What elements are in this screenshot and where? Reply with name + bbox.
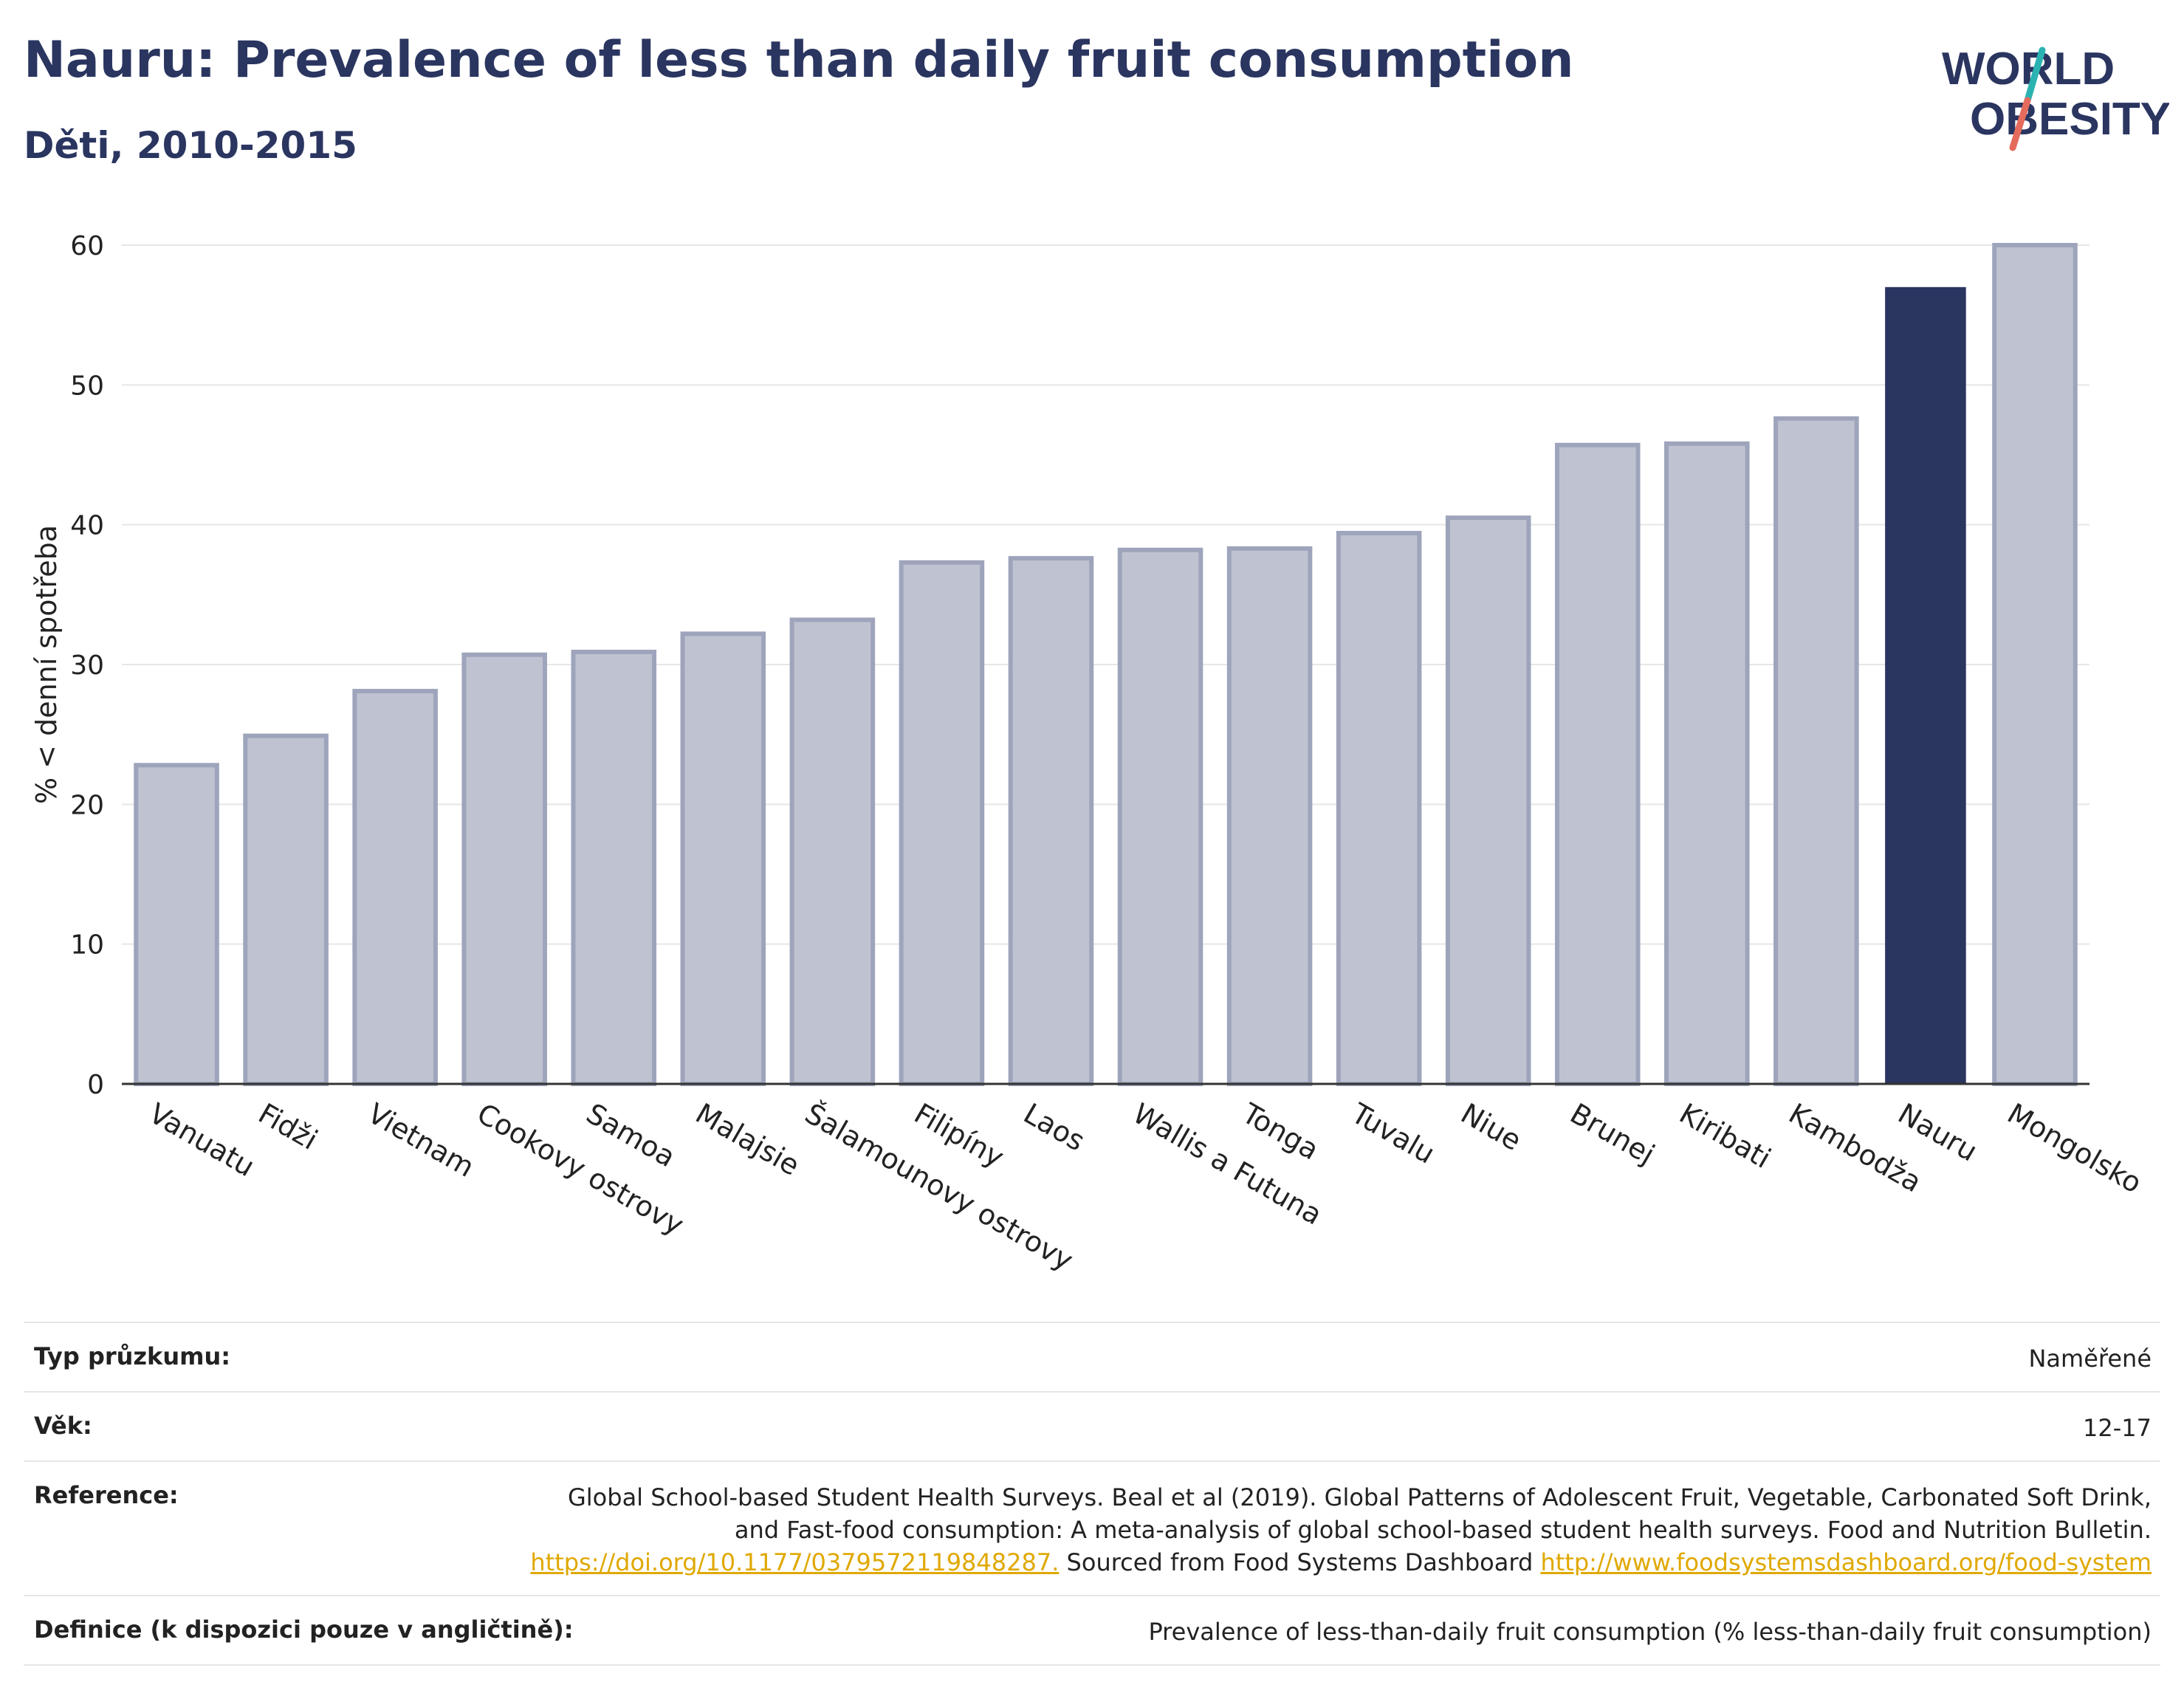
survey-type-label: Typ průzkumu: (34, 1342, 231, 1370)
bar-kiribati (1664, 441, 1750, 1086)
age-value: 12-17 (2083, 1414, 2152, 1442)
bar-nauru (1885, 286, 1966, 1084)
x-tick-label: Cookovy ostrovy (472, 1097, 690, 1242)
meta-row-reference: Reference: Global School-based Student H… (24, 1460, 2160, 1595)
y-tick-label: 60 (70, 231, 104, 261)
metadata-table: Typ průzkumu: Naměřené Věk: 12-17 Refere… (24, 1322, 2160, 1666)
x-tick-label: Malajsie (690, 1097, 806, 1182)
bar-cookovy-ostrovy (461, 652, 547, 1086)
world-obesity-logo[interactable]: WORLD OBESITY (1933, 37, 2169, 155)
y-tick-label: 40 (70, 511, 104, 541)
bar-kambodža (1773, 416, 1859, 1087)
y-tick-label: 30 (70, 650, 104, 681)
x-tick-label: Niue (1455, 1097, 1527, 1157)
chart-title: Nauru: Prevalence of less than daily fru… (24, 31, 1574, 89)
y-axis-label: % < denní spotřeba (30, 525, 63, 804)
y-tick-label: 20 (70, 790, 104, 820)
bar-malajsie (680, 631, 766, 1086)
x-tick-label: Wallis a Futuna (1127, 1097, 1328, 1232)
x-tick-label: Laos (1018, 1097, 1091, 1158)
x-tick-label: Fidži (253, 1097, 323, 1156)
bar-niue (1445, 515, 1531, 1086)
logo-line-obesity: OBESITY (1970, 94, 2169, 145)
bar-brunej (1554, 442, 1641, 1087)
food-systems-link[interactable]: http://www.foodsystemsdashboard.org/food… (1540, 1548, 2152, 1576)
x-tick-label: Tonga (1236, 1096, 1324, 1166)
logo-slash-red (2009, 97, 2031, 151)
x-tick-label: Kiribati (1674, 1097, 1776, 1175)
doi-link[interactable]: https://doi.org/10.1177/0379572119848287… (530, 1548, 1060, 1576)
bar-tonga (1226, 546, 1313, 1086)
chart-subtitle: Děti, 2010-2015 (24, 124, 357, 167)
logo-slash-teal (2024, 47, 2046, 104)
x-tick-label: Nauru (1892, 1097, 1982, 1168)
bar-wallis-a-futuna (1117, 547, 1203, 1087)
meta-row-survey-type: Typ průzkumu: Naměřené (24, 1322, 2160, 1391)
x-tick-label: Vanuatu (144, 1097, 261, 1183)
bar-fidži (243, 733, 329, 1086)
bar-laos (1008, 556, 1094, 1086)
x-tick-label: Mongolsko (2002, 1097, 2147, 1200)
reference-label: Reference: (34, 1481, 179, 1509)
reference-value: Global School-based Student Health Surve… (527, 1481, 2152, 1579)
bar-šalamounovy-ostrovy (789, 617, 876, 1086)
bar-filipíny (899, 560, 985, 1086)
y-tick-label: 0 (87, 1070, 104, 1100)
x-tick-label: Vietnam (363, 1097, 480, 1184)
meta-row-age: Věk: 12-17 (24, 1391, 2160, 1460)
bar-samoa (571, 649, 657, 1086)
y-tick-label: 10 (70, 930, 104, 961)
reference-source-text: Sourced from Food Systems Dashboard (1059, 1548, 1541, 1576)
x-tick-label: Tuvalu (1345, 1096, 1440, 1170)
bar-chart: 0 10 20 30 40 50 60 % < denní spotřeba VanuatuFi… (30, 231, 2147, 1277)
bar-vanuatu (134, 763, 219, 1086)
bar-vietnam (352, 688, 438, 1086)
x-tick-label: Brunej (1565, 1097, 1660, 1171)
bar-tuvalu (1336, 531, 1422, 1086)
meta-row-definition: Definice (k dispozici pouze v angličtině… (24, 1595, 2160, 1666)
bar-mongolsko (1992, 243, 2078, 1086)
reference-text: Global School-based Student Health Surve… (567, 1483, 2152, 1544)
survey-type-value: Naměřené (2028, 1345, 2152, 1373)
y-tick-label: 50 (70, 371, 104, 401)
definition-label: Definice (k dispozici pouze v angličtině… (34, 1616, 574, 1644)
definition-value: Prevalence of less-than-daily fruit cons… (1148, 1618, 2152, 1646)
age-label: Věk: (34, 1412, 92, 1440)
